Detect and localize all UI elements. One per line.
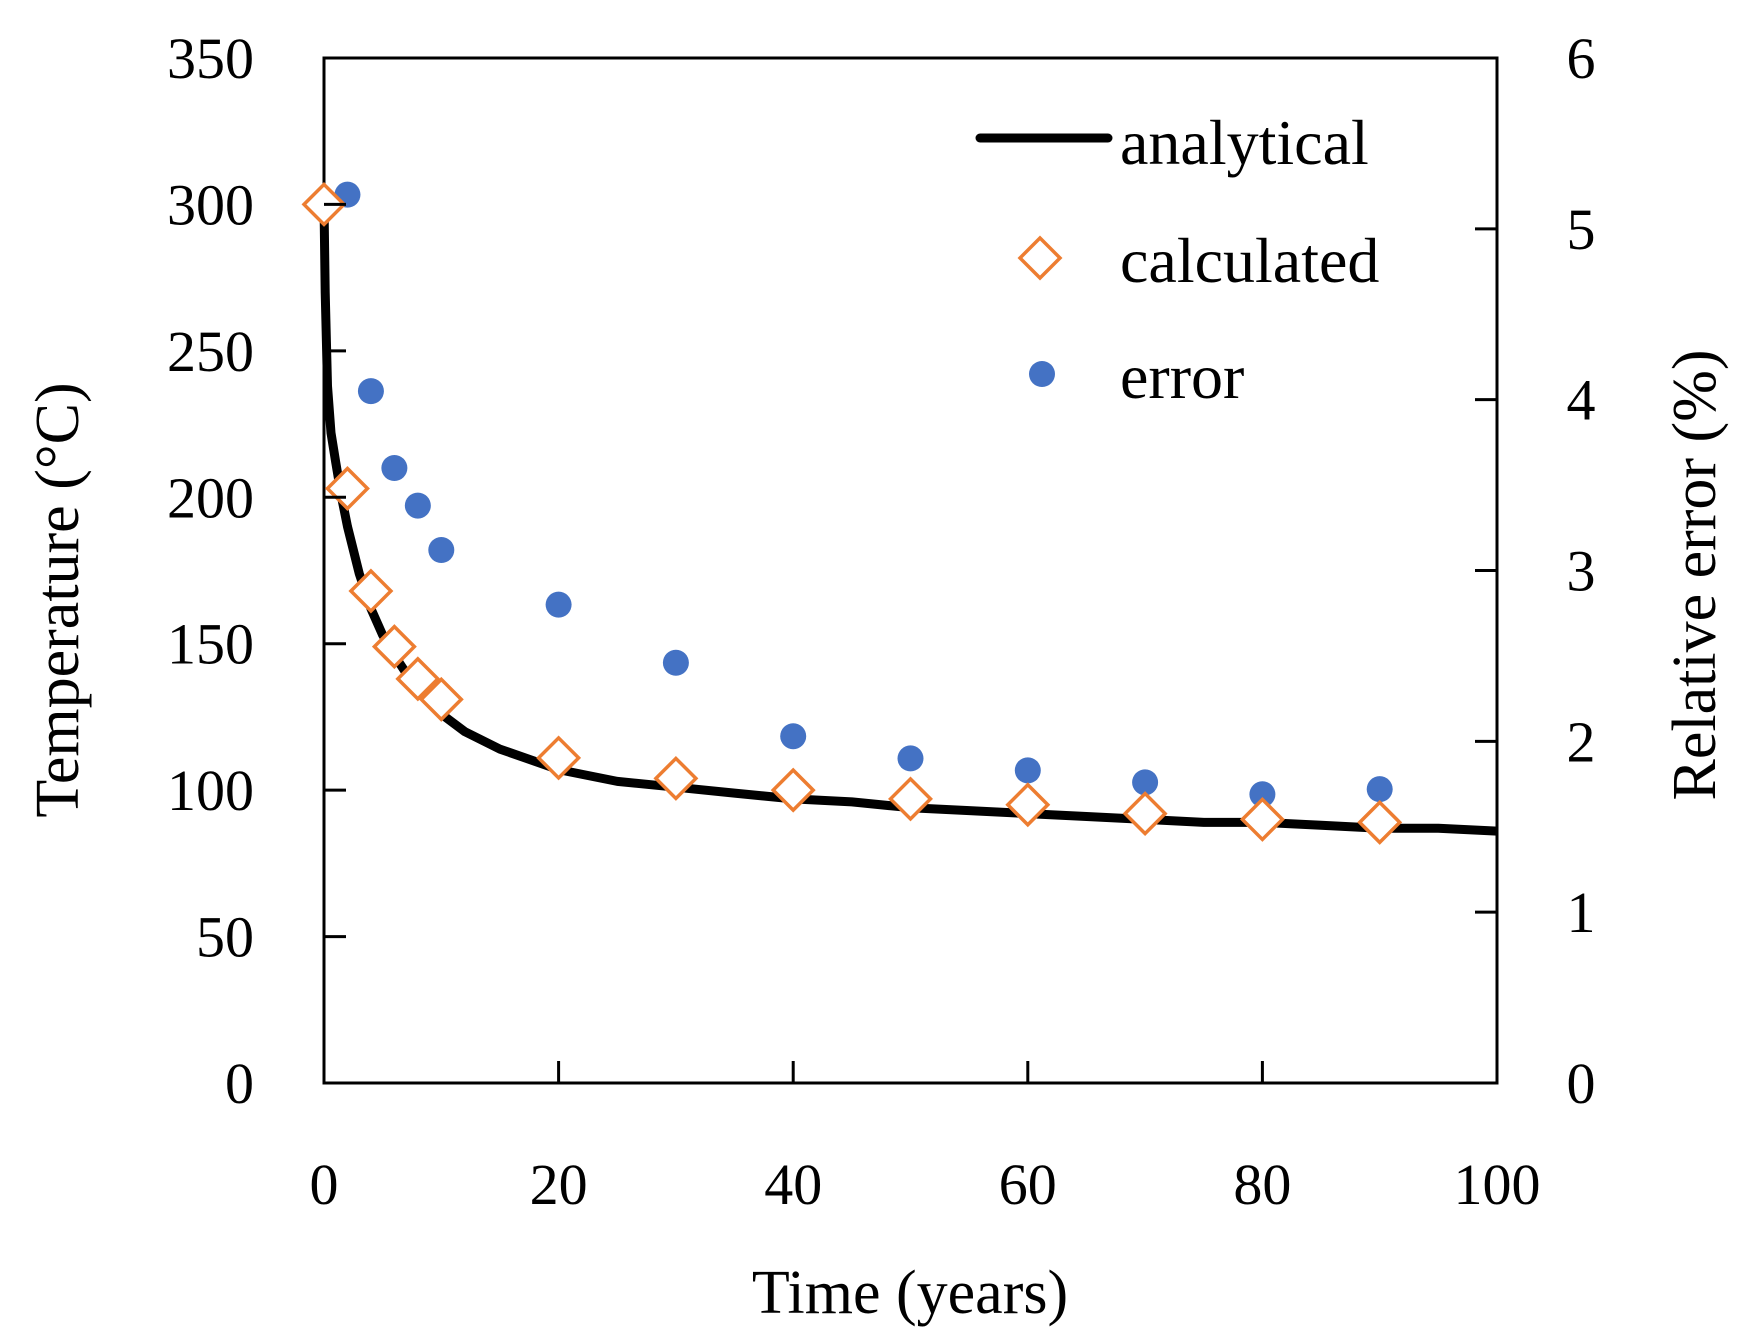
error-point bbox=[357, 378, 384, 405]
legend-calculated-swatch bbox=[1017, 235, 1063, 281]
error-point bbox=[1132, 769, 1159, 796]
y-left-tick-label: 350 bbox=[167, 26, 254, 91]
y-left-tick-label: 0 bbox=[225, 1051, 254, 1116]
error-point bbox=[404, 492, 431, 519]
calculated-point bbox=[1122, 791, 1168, 837]
plot-area bbox=[301, 56, 1499, 1085]
error-point bbox=[1366, 776, 1393, 803]
error-point bbox=[780, 723, 807, 750]
calculated-point bbox=[348, 568, 394, 614]
error-point bbox=[1014, 757, 1041, 784]
legend-calculated-label: calculated bbox=[1120, 225, 1379, 296]
error-point bbox=[897, 745, 924, 772]
calculated-point bbox=[395, 656, 441, 702]
x-tick-label: 40 bbox=[764, 1152, 822, 1217]
y-left-tick-label: 200 bbox=[167, 465, 254, 530]
y-left-axis-title: Temperature (°C) bbox=[24, 382, 92, 817]
error-series bbox=[334, 181, 1393, 808]
analytical-line bbox=[319, 204, 1498, 836]
y-right-axis-title: Relative error (%) bbox=[1661, 350, 1729, 801]
error-point bbox=[662, 649, 689, 676]
error-point bbox=[428, 537, 455, 563]
error-point bbox=[381, 455, 408, 481]
y-right-tick-label: 2 bbox=[1567, 709, 1596, 774]
y-left-tick-label: 100 bbox=[167, 758, 254, 823]
y-right-tick-label: 3 bbox=[1567, 539, 1596, 604]
x-tick-label: 0 bbox=[310, 1152, 339, 1217]
y-right-tick-label: 5 bbox=[1567, 197, 1596, 262]
calculated-point bbox=[653, 755, 699, 801]
axis-ticks bbox=[322, 56, 1499, 1085]
x-tick-label: 100 bbox=[1454, 1152, 1541, 1217]
calculated-point bbox=[536, 735, 582, 781]
y-right-tick-label: 1 bbox=[1567, 880, 1596, 945]
legend: analytical calculated error bbox=[975, 107, 1379, 412]
calculated-point bbox=[770, 767, 816, 813]
y-right-tick-label: 4 bbox=[1567, 368, 1596, 433]
plot-frame bbox=[322, 56, 1499, 1085]
legend-analytical-label: analytical bbox=[1120, 107, 1369, 178]
y-right-tick-label: 6 bbox=[1567, 26, 1596, 91]
calculated-point bbox=[1357, 799, 1403, 845]
calculated-point bbox=[418, 676, 464, 722]
analytical-series bbox=[319, 204, 1498, 836]
axis-tick-labels: 0 20 40 60 80 100 0 50 100 150 200 250 300 350 0 1 2 3 4 5 6 bbox=[167, 26, 1596, 1217]
calculated-point bbox=[888, 776, 933, 822]
x-tick-label: 20 bbox=[530, 1152, 588, 1217]
x-axis-title: Time (years) bbox=[752, 1259, 1068, 1327]
y-left-tick-label: 150 bbox=[167, 612, 254, 677]
x-tick-label: 80 bbox=[1233, 1152, 1291, 1217]
calculated-point bbox=[1239, 796, 1285, 842]
y-left-tick-label: 300 bbox=[167, 172, 254, 237]
calculated-point bbox=[371, 624, 417, 670]
calculated-point bbox=[1005, 782, 1051, 828]
error-point bbox=[545, 591, 572, 618]
x-tick-label: 60 bbox=[999, 1152, 1057, 1217]
legend-error-label: error bbox=[1120, 341, 1244, 412]
y-left-tick-label: 250 bbox=[167, 319, 254, 384]
legend-error-swatch bbox=[1029, 361, 1055, 387]
y-left-tick-label: 50 bbox=[196, 905, 254, 970]
y-right-tick-label: 0 bbox=[1567, 1051, 1596, 1116]
error-point bbox=[1249, 781, 1276, 808]
